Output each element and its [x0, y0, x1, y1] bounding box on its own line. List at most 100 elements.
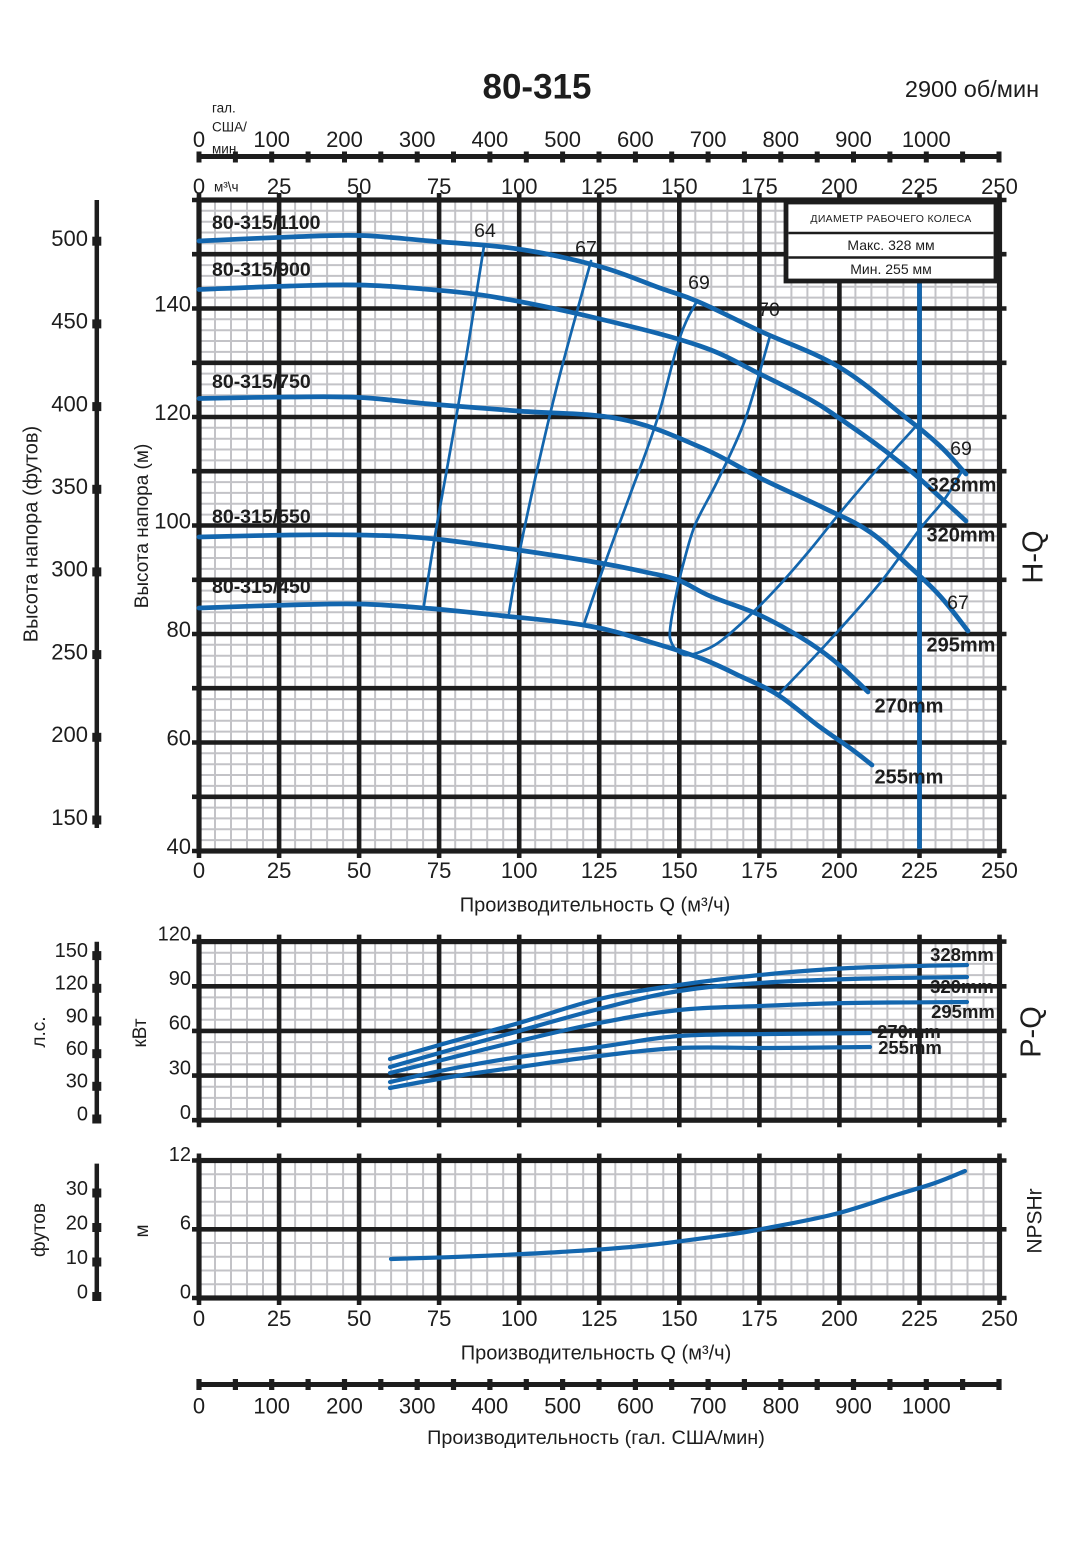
svg-text:м: м [132, 1224, 153, 1237]
svg-text:80-315/1100: 80-315/1100 [212, 212, 321, 234]
svg-text:2900 об/мин: 2900 об/мин [905, 76, 1039, 102]
svg-text:Высота напора (м): Высота напора (м) [132, 444, 153, 609]
svg-text:328mm: 328mm [928, 474, 997, 496]
svg-text:500: 500 [544, 127, 581, 152]
svg-text:80-315/900: 80-315/900 [212, 259, 311, 281]
svg-text:80: 80 [167, 617, 191, 642]
svg-text:900: 900 [835, 127, 872, 152]
svg-text:90: 90 [66, 1005, 88, 1027]
svg-text:0: 0 [193, 1393, 205, 1418]
svg-text:Производительность Q (м³/ч): Производительность Q (м³/ч) [460, 894, 731, 916]
svg-text:350: 350 [51, 474, 88, 499]
svg-text:200: 200 [821, 858, 858, 883]
svg-text:700: 700 [690, 127, 727, 152]
svg-text:140: 140 [154, 291, 191, 316]
svg-text:300: 300 [399, 1393, 436, 1418]
svg-text:100: 100 [154, 508, 191, 533]
svg-text:400: 400 [51, 391, 88, 416]
svg-text:40: 40 [167, 834, 191, 859]
svg-text:50: 50 [347, 858, 371, 883]
svg-text:150: 150 [51, 805, 88, 830]
svg-text:0: 0 [193, 1306, 205, 1331]
svg-text:0: 0 [193, 858, 205, 883]
svg-text:125: 125 [581, 1306, 618, 1331]
svg-text:255mm: 255mm [878, 1037, 942, 1058]
svg-text:0: 0 [180, 1281, 191, 1303]
svg-text:175: 175 [741, 1306, 778, 1331]
svg-text:270mm: 270mm [877, 1021, 941, 1042]
svg-text:30: 30 [66, 1178, 88, 1200]
svg-text:мин: мин [212, 142, 236, 157]
svg-text:Макс. 328 мм: Макс. 328 мм [847, 237, 934, 253]
svg-text:69: 69 [950, 438, 972, 460]
svg-text:30: 30 [66, 1071, 88, 1093]
svg-text:250: 250 [51, 639, 88, 664]
svg-text:400: 400 [472, 127, 509, 152]
svg-text:30: 30 [169, 1057, 191, 1079]
svg-text:250: 250 [981, 1306, 1018, 1331]
svg-text:67: 67 [575, 238, 597, 260]
svg-text:футов: футов [29, 1203, 50, 1257]
svg-text:H-Q: H-Q [1018, 530, 1050, 583]
svg-text:125: 125 [581, 858, 618, 883]
svg-text:69: 69 [688, 272, 710, 294]
svg-text:200: 200 [326, 127, 363, 152]
svg-text:400: 400 [472, 1393, 509, 1418]
svg-text:200: 200 [326, 1393, 363, 1418]
svg-text:255mm: 255mm [875, 766, 944, 788]
svg-text:0: 0 [77, 1281, 88, 1303]
svg-text:100: 100 [253, 1393, 290, 1418]
svg-text:100: 100 [501, 858, 538, 883]
svg-text:500: 500 [544, 1393, 581, 1418]
svg-text:60: 60 [167, 725, 191, 750]
svg-text:295mm: 295mm [931, 1001, 995, 1022]
svg-text:90: 90 [169, 968, 191, 990]
svg-text:100: 100 [501, 1306, 538, 1331]
svg-text:800: 800 [762, 127, 799, 152]
svg-text:225: 225 [901, 1306, 938, 1331]
svg-text:100: 100 [253, 127, 290, 152]
svg-text:50: 50 [347, 1306, 371, 1331]
svg-text:300: 300 [399, 127, 436, 152]
svg-text:175: 175 [741, 858, 778, 883]
svg-text:700: 700 [690, 1393, 727, 1418]
svg-text:200: 200 [51, 722, 88, 747]
svg-text:600: 600 [617, 127, 654, 152]
svg-text:150: 150 [55, 940, 88, 962]
svg-text:75: 75 [427, 1306, 451, 1331]
svg-text:328mm: 328mm [930, 944, 994, 965]
svg-text:гал.: гал. [212, 101, 236, 116]
svg-text:25: 25 [267, 1306, 291, 1331]
svg-text:70: 70 [758, 299, 780, 321]
svg-text:150: 150 [661, 858, 698, 883]
svg-text:м³\ч: м³\ч [214, 180, 239, 195]
svg-text:800: 800 [762, 1393, 799, 1418]
svg-text:320mm: 320mm [930, 976, 994, 997]
svg-text:ДИАМЕТР РАБОЧЕГО КОЛЕСА: ДИАМЕТР РАБОЧЕГО КОЛЕСА [810, 213, 971, 225]
svg-text:Мин. 255 мм: Мин. 255 мм [850, 261, 932, 277]
svg-text:500: 500 [51, 226, 88, 251]
svg-text:0: 0 [193, 174, 205, 199]
svg-text:80-315/550: 80-315/550 [212, 506, 311, 528]
svg-text:P-Q: P-Q [1016, 1006, 1048, 1058]
svg-text:60: 60 [66, 1038, 88, 1060]
svg-text:80-315/450: 80-315/450 [212, 576, 311, 598]
svg-text:1000: 1000 [902, 1393, 951, 1418]
svg-text:0: 0 [77, 1103, 88, 1125]
svg-text:450: 450 [51, 309, 88, 334]
svg-text:120: 120 [55, 973, 88, 995]
svg-text:80-315: 80-315 [483, 67, 592, 106]
svg-text:25: 25 [267, 858, 291, 883]
svg-text:120: 120 [158, 923, 191, 945]
svg-text:900: 900 [835, 1393, 872, 1418]
svg-text:60: 60 [169, 1013, 191, 1035]
svg-text:1000: 1000 [902, 127, 951, 152]
svg-text:кВт: кВт [130, 1018, 151, 1047]
svg-text:250: 250 [981, 858, 1018, 883]
svg-text:270mm: 270mm [875, 695, 944, 717]
svg-text:Производительность Q (м³/ч): Производительность Q (м³/ч) [461, 1342, 732, 1364]
svg-text:0: 0 [193, 127, 205, 152]
svg-text:600: 600 [617, 1393, 654, 1418]
svg-text:Высота напора (футов): Высота напора (футов) [20, 426, 42, 642]
svg-text:12: 12 [169, 1144, 191, 1166]
